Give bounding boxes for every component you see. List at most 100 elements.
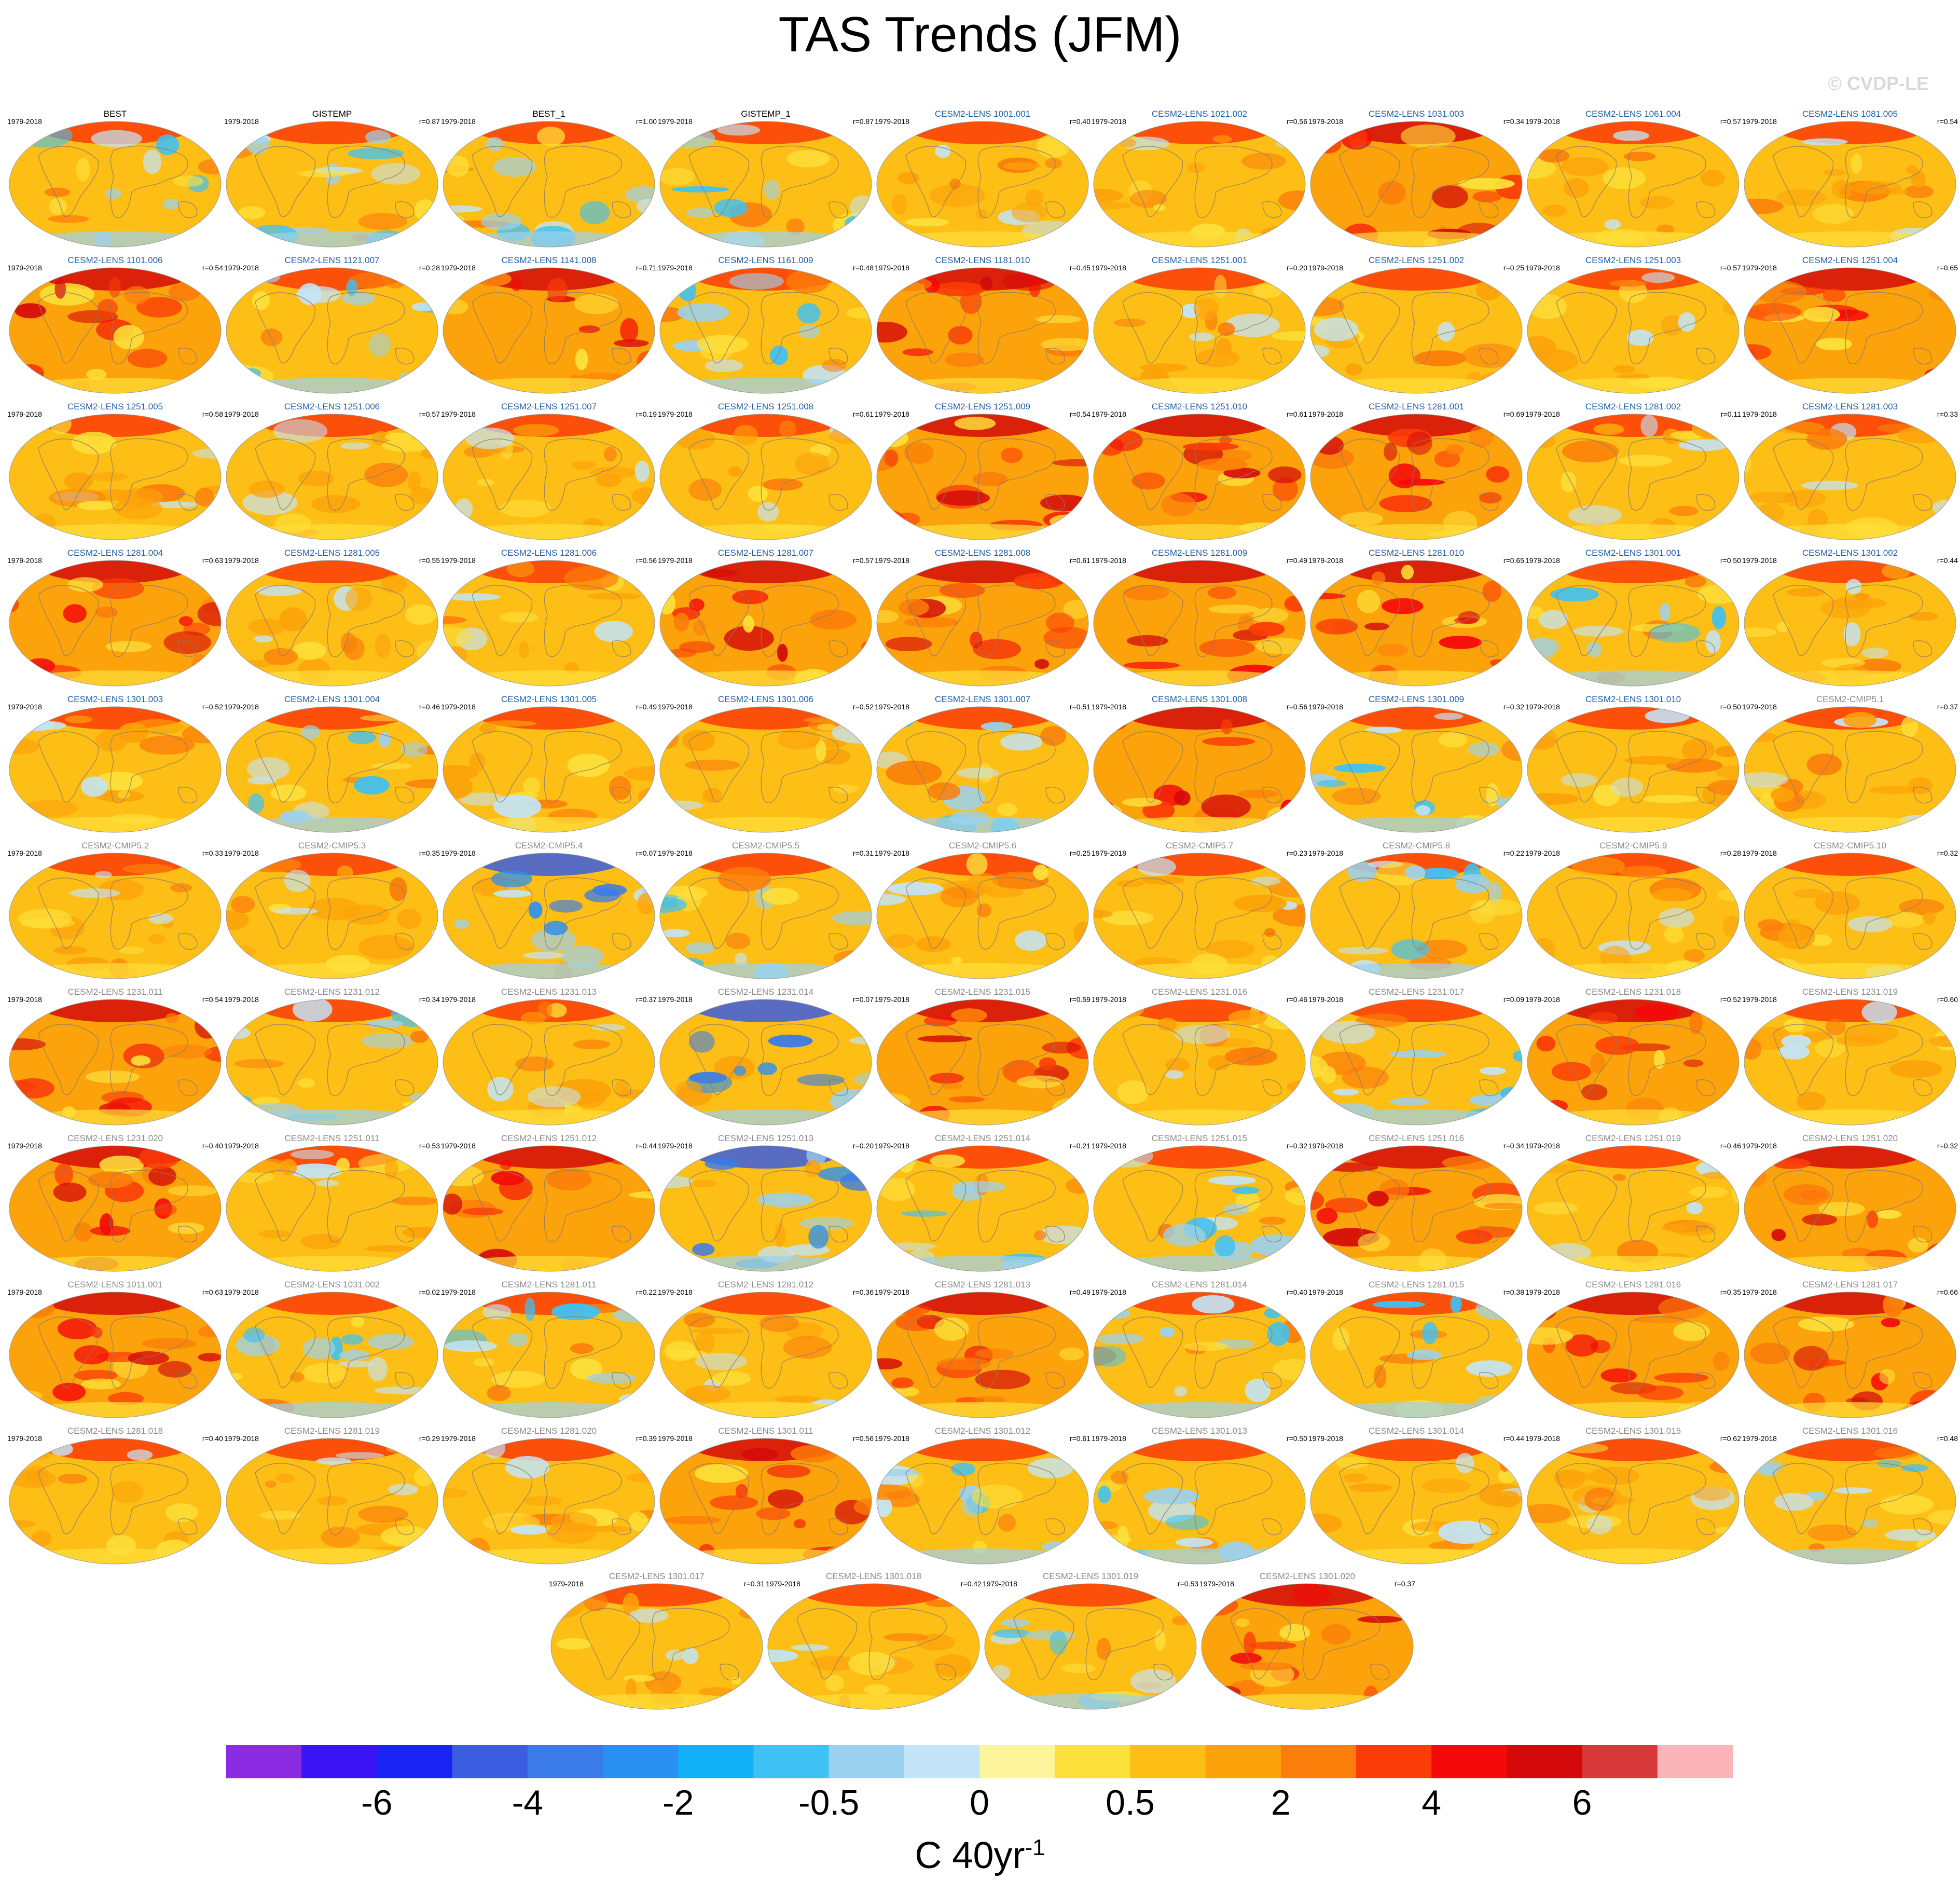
pattern-correlation: r=0.40 bbox=[202, 1142, 223, 1150]
trend-map bbox=[1525, 266, 1741, 395]
panel-title: CESM2-LENS 1301.011 bbox=[658, 1426, 874, 1436]
panel-title: CESM2-LENS 1231.011 bbox=[7, 987, 223, 997]
pattern-correlation: r=0.37 bbox=[1395, 1580, 1415, 1588]
trend-map bbox=[1525, 997, 1741, 1127]
trend-map bbox=[1092, 997, 1307, 1127]
colorbar-swatch bbox=[1281, 1745, 1357, 1778]
pattern-correlation: r=0.55 bbox=[419, 556, 440, 565]
map-panel: 1979-2018 CESM2-LENS 1251.013 r=0.20 bbox=[658, 1133, 874, 1273]
pattern-correlation: r=0.32 bbox=[1287, 1142, 1307, 1150]
panel-title: CESM2-LENS 1251.004 bbox=[1742, 255, 1958, 266]
trend-map bbox=[658, 997, 874, 1127]
panel-title: CESM2-LENS 1251.012 bbox=[441, 1133, 657, 1144]
trend-map bbox=[658, 119, 874, 249]
trend-map bbox=[658, 1436, 874, 1566]
watermark: © CVDP-LE bbox=[1828, 73, 1929, 94]
pattern-correlation: r=0.32 bbox=[1503, 703, 1524, 711]
panel-title: BEST bbox=[7, 109, 223, 119]
pattern-correlation: r=0.29 bbox=[419, 1434, 440, 1443]
map-panel: 1979-2018 CESM2-LENS 1301.017 r=0.31 bbox=[549, 1571, 765, 1711]
trend-map bbox=[983, 1582, 1198, 1711]
trend-map bbox=[1308, 266, 1524, 395]
map-panel: 1979-2018 CESM2-CMIP5.8 r=0.22 bbox=[1308, 841, 1524, 981]
map-panel: 1979-2018 CESM2-LENS 1231.018 r=0.52 bbox=[1525, 987, 1741, 1127]
pattern-correlation: r=0.56 bbox=[1287, 117, 1307, 126]
panel-title: CESM2-CMIP5.5 bbox=[658, 841, 874, 851]
trend-map bbox=[7, 119, 223, 249]
pattern-correlation: r=0.22 bbox=[1503, 849, 1524, 857]
map-panel: 1979-2018 CESM2-LENS 1231.014 r=0.07 bbox=[658, 987, 874, 1127]
pattern-correlation: r=0.32 bbox=[1937, 1142, 1958, 1150]
colorbar-swatch bbox=[829, 1745, 905, 1778]
pattern-correlation: r=0.40 bbox=[1070, 117, 1091, 126]
panel-title: CESM2-LENS 1251.002 bbox=[1308, 255, 1524, 266]
trend-map bbox=[1308, 412, 1524, 542]
map-panel: 1979-2018 CESM2-CMIP5.1 r=0.37 bbox=[1742, 694, 1958, 834]
panel-title: CESM2-LENS 1231.016 bbox=[1092, 987, 1307, 997]
pattern-correlation: r=0.53 bbox=[419, 1142, 440, 1150]
colorbar-swatch bbox=[301, 1745, 377, 1778]
trend-map bbox=[658, 851, 874, 981]
map-panel: 1979-2018 CESM2-LENS 1251.012 r=0.44 bbox=[441, 1133, 657, 1273]
map-panel: 1979-2018 CESM2-LENS 1251.020 r=0.32 bbox=[1742, 1133, 1958, 1273]
pattern-correlation: r=0.11 bbox=[1721, 410, 1741, 418]
pattern-correlation: r=0.34 bbox=[1503, 1142, 1524, 1150]
map-panel: 1979-2018 CESM2-LENS 1251.002 r=0.25 bbox=[1308, 255, 1524, 395]
trend-map bbox=[441, 705, 657, 834]
map-panel: 1979-2018 CESM2-CMIP5.2 r=0.33 bbox=[7, 841, 223, 981]
colorbar-swatch bbox=[1658, 1745, 1733, 1778]
map-panel: 1979-2018 CESM2-CMIP5.10 r=0.32 bbox=[1742, 841, 1958, 981]
map-panel: 1979-2018 CESM2-LENS 1281.020 r=0.39 bbox=[441, 1426, 657, 1566]
pattern-correlation: r=0.37 bbox=[636, 995, 657, 1004]
map-panel: 1979-2018 CESM2-CMIP5.7 r=0.23 bbox=[1092, 841, 1307, 981]
map-panel: 1979-2018 CESM2-LENS 1301.009 r=0.32 bbox=[1308, 694, 1524, 834]
panel-title: CESM2-LENS 1231.017 bbox=[1308, 987, 1524, 997]
map-panel: 1979-2018 CESM2-LENS 1251.006 r=0.57 bbox=[224, 402, 440, 542]
trend-map bbox=[1308, 1290, 1524, 1420]
pattern-correlation: r=0.52 bbox=[1720, 995, 1741, 1004]
figure-title: TAS Trends (JFM) bbox=[0, 6, 1960, 63]
pattern-correlation: r=0.25 bbox=[1503, 264, 1524, 272]
panel-title: CESM2-LENS 1251.011 bbox=[224, 1133, 440, 1144]
panel-title: CESM2-LENS 1251.001 bbox=[1092, 255, 1307, 266]
pattern-correlation: r=0.56 bbox=[1287, 703, 1307, 711]
panel-title: CESM2-LENS 1301.002 bbox=[1742, 548, 1958, 558]
map-panel: 1979-2018 CESM2-LENS 1031.002 r=0.02 bbox=[224, 1280, 440, 1420]
pattern-correlation: r=0.50 bbox=[1720, 556, 1741, 565]
map-panel: 1979-2018 CESM2-LENS 1181.010 r=0.45 bbox=[875, 255, 1091, 395]
trend-map bbox=[224, 1290, 440, 1420]
pattern-correlation: r=0.42 bbox=[961, 1580, 982, 1588]
panel-title: CESM2-CMIP5.4 bbox=[441, 841, 657, 851]
panel-title: CESM2-LENS 1231.013 bbox=[441, 987, 657, 997]
map-panel: 1979-2018 CESM2-LENS 1251.014 r=0.21 bbox=[875, 1133, 1091, 1273]
map-panel: 1979-2018 CESM2-LENS 1301.005 r=0.49 bbox=[441, 694, 657, 834]
map-panel: 1979-2018 CESM2-LENS 1281.018 r=0.40 bbox=[7, 1426, 223, 1566]
panel-title: CESM2-LENS 1231.014 bbox=[658, 987, 874, 997]
panel-title: CESM2-LENS 1251.013 bbox=[658, 1133, 874, 1144]
colorbar-tick: -6 bbox=[335, 1782, 418, 1823]
map-panel: 1979-2018 CESM2-LENS 1231.019 r=0.60 bbox=[1742, 987, 1958, 1127]
trend-map bbox=[1525, 1436, 1741, 1566]
trend-map bbox=[1092, 119, 1307, 249]
panel-title: GISTEMP bbox=[224, 109, 440, 119]
trend-map bbox=[441, 997, 657, 1127]
panel-title: CESM2-LENS 1251.006 bbox=[224, 402, 440, 412]
pattern-correlation: r=0.62 bbox=[1720, 1434, 1741, 1443]
panel-title: CESM2-LENS 1281.003 bbox=[1742, 402, 1958, 412]
map-panel: 1979-2018 CESM2-LENS 1021.002 r=0.56 bbox=[1092, 109, 1307, 249]
panel-title: CESM2-LENS 1121.007 bbox=[224, 255, 440, 266]
trend-map bbox=[224, 558, 440, 688]
map-panel: 1979-2018 CESM2-LENS 1251.001 r=0.20 bbox=[1092, 255, 1307, 395]
panel-title: CESM2-CMIP5.10 bbox=[1742, 841, 1958, 851]
map-panel: 1979-2018 CESM2-LENS 1251.010 r=0.61 bbox=[1092, 402, 1307, 542]
map-panel: 1979-2018 CESM2-LENS 1281.013 r=0.49 bbox=[875, 1280, 1091, 1420]
map-panel: 1979-2018 BEST_1 r=1.00 bbox=[441, 109, 657, 249]
colorbar-swatch bbox=[377, 1745, 452, 1778]
trend-map bbox=[224, 1436, 440, 1566]
map-panel: 1979-2018 CESM2-LENS 1301.019 r=0.53 bbox=[983, 1571, 1198, 1711]
trend-map bbox=[224, 412, 440, 542]
pattern-correlation: r=0.69 bbox=[1503, 410, 1524, 418]
panel-title: CESM2-CMIP5.7 bbox=[1092, 841, 1307, 851]
map-panel: 1979-2018 CESM2-LENS 1281.014 r=0.40 bbox=[1092, 1280, 1307, 1420]
map-panel: 1979-2018 CESM2-LENS 1301.001 r=0.50 bbox=[1525, 548, 1741, 688]
